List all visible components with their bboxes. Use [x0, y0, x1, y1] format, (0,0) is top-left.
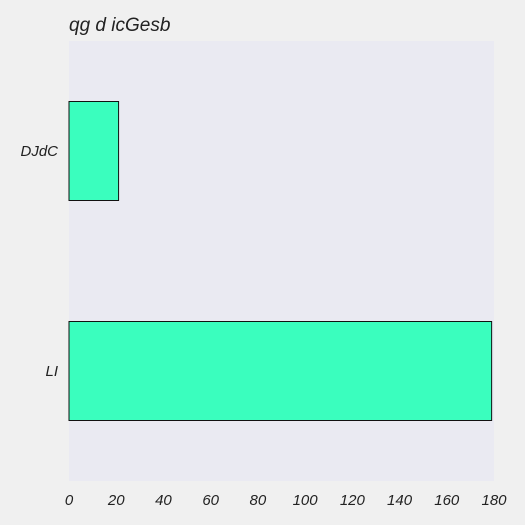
x-tick-label-160: 160 — [434, 492, 460, 509]
x-tick-label-0: 0 — [65, 492, 74, 509]
y-tick-label-li: LI — [45, 363, 58, 380]
x-tick-label-100: 100 — [293, 492, 319, 509]
x-tick-label-20: 20 — [107, 492, 125, 509]
bars-group — [68, 101, 493, 421]
bar-djdc — [68, 101, 120, 201]
bar-li — [68, 321, 493, 421]
x-tick-label-120: 120 — [340, 492, 366, 509]
x-tick-label-140: 140 — [387, 492, 413, 509]
y-tick-labels: DJdC LI — [20, 143, 58, 380]
x-tick-label-60: 60 — [202, 492, 219, 509]
x-tick-label-180: 180 — [481, 492, 507, 509]
x-tick-labels: 0 20 40 60 80 100 120 140 160 180 — [65, 492, 507, 509]
x-tick-label-80: 80 — [250, 492, 267, 509]
chart-title: qg d icGesb — [69, 15, 170, 36]
x-tick-label-40: 40 — [155, 492, 172, 509]
y-tick-label-djdc: DJdC — [20, 143, 58, 160]
